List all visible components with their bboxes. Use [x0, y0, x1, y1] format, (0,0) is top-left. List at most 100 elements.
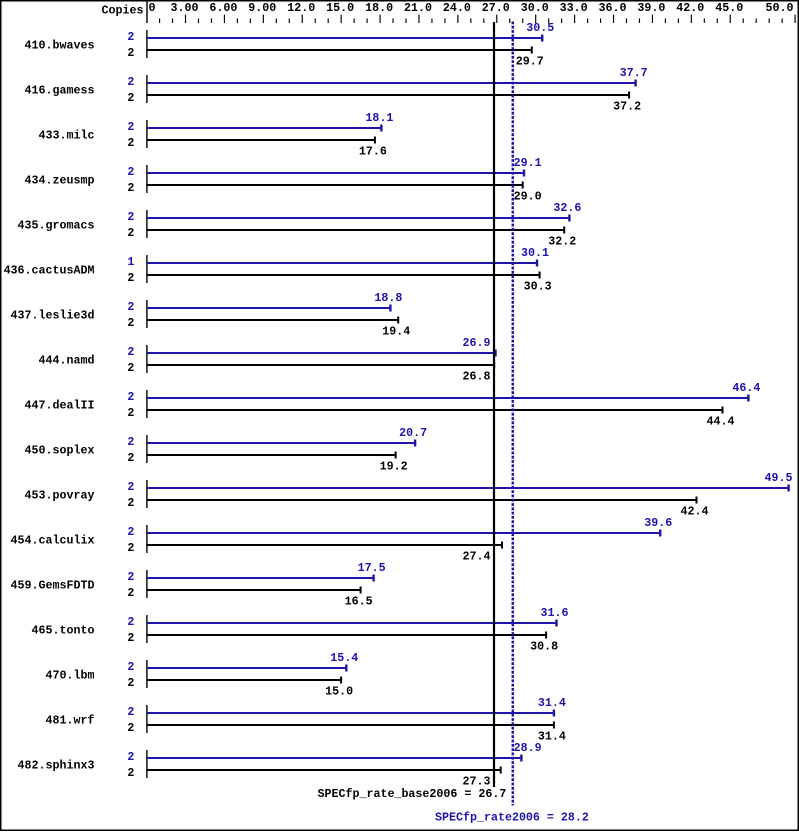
svg-text:32.6: 32.6: [553, 201, 581, 215]
svg-text:2: 2: [127, 406, 134, 420]
svg-text:1: 1: [127, 255, 134, 269]
svg-text:18.0: 18.0: [365, 1, 393, 15]
svg-text:444.namd: 444.namd: [39, 353, 95, 367]
svg-text:416.gamess: 416.gamess: [25, 83, 95, 97]
svg-text:2: 2: [127, 766, 134, 780]
svg-text:481.wrf: 481.wrf: [46, 713, 95, 727]
svg-text:30.1: 30.1: [521, 246, 549, 260]
svg-text:450.soplex: 450.soplex: [25, 443, 95, 457]
svg-text:17.5: 17.5: [358, 561, 386, 575]
svg-text:12.0: 12.0: [287, 1, 315, 15]
svg-text:465.tonto: 465.tonto: [32, 623, 95, 637]
svg-text:31.4: 31.4: [538, 696, 566, 710]
svg-text:2: 2: [127, 676, 134, 690]
svg-text:30.5: 30.5: [526, 21, 554, 35]
svg-text:453.povray: 453.povray: [25, 488, 95, 502]
svg-text:18.8: 18.8: [374, 291, 402, 305]
svg-text:2: 2: [127, 181, 134, 195]
svg-text:9.00: 9.00: [248, 1, 276, 15]
svg-text:39.6: 39.6: [644, 516, 672, 530]
svg-text:45.0: 45.0: [715, 1, 743, 15]
svg-text:482.sphinx3: 482.sphinx3: [18, 758, 95, 772]
svg-text:470.lbm: 470.lbm: [46, 668, 95, 682]
svg-text:30.0: 30.0: [521, 1, 549, 15]
svg-text:2: 2: [127, 435, 134, 449]
svg-text:26.8: 26.8: [463, 370, 491, 384]
svg-text:36.0: 36.0: [599, 1, 627, 15]
svg-text:2: 2: [127, 226, 134, 240]
svg-text:2: 2: [127, 570, 134, 584]
svg-text:2: 2: [127, 210, 134, 224]
svg-text:32.2: 32.2: [548, 235, 576, 249]
svg-text:16.5: 16.5: [345, 595, 373, 609]
svg-text:15.0: 15.0: [326, 1, 354, 15]
svg-text:2: 2: [127, 361, 134, 375]
svg-text:447.dealII: 447.dealII: [25, 398, 95, 412]
svg-text:2: 2: [127, 136, 134, 150]
svg-text:433.milc: 433.milc: [39, 128, 95, 142]
svg-text:2: 2: [127, 541, 134, 555]
svg-text:435.gromacs: 435.gromacs: [18, 218, 95, 232]
svg-text:2: 2: [127, 750, 134, 764]
svg-text:2: 2: [127, 300, 134, 314]
svg-text:3.00: 3.00: [171, 1, 199, 15]
svg-text:2: 2: [127, 271, 134, 285]
svg-text:454.calculix: 454.calculix: [11, 533, 95, 547]
svg-text:42.0: 42.0: [676, 1, 704, 15]
svg-text:Copies: Copies: [102, 4, 144, 18]
svg-text:39.0: 39.0: [637, 1, 665, 15]
svg-text:2: 2: [127, 30, 134, 44]
svg-text:27.4: 27.4: [463, 550, 491, 564]
svg-text:0: 0: [149, 1, 156, 15]
svg-text:SPECfp_rate_base2006 = 26.7: SPECfp_rate_base2006 = 26.7: [318, 787, 507, 801]
svg-text:15.0: 15.0: [325, 685, 353, 699]
svg-text:29.0: 29.0: [514, 190, 542, 204]
svg-text:6.00: 6.00: [209, 1, 237, 15]
svg-text:SPECfp_rate2006 = 28.2: SPECfp_rate2006 = 28.2: [435, 810, 589, 824]
svg-text:2: 2: [127, 46, 134, 60]
svg-text:29.1: 29.1: [514, 156, 542, 170]
svg-text:37.2: 37.2: [613, 100, 641, 114]
svg-text:18.1: 18.1: [365, 111, 393, 125]
svg-text:2: 2: [127, 721, 134, 735]
svg-text:2: 2: [127, 390, 134, 404]
svg-text:26.9: 26.9: [463, 336, 491, 350]
svg-text:2: 2: [127, 496, 134, 510]
svg-text:49.5: 49.5: [765, 471, 793, 485]
svg-text:28.9: 28.9: [514, 741, 542, 755]
svg-text:2: 2: [127, 165, 134, 179]
svg-text:33.0: 33.0: [560, 1, 588, 15]
svg-text:37.7: 37.7: [620, 66, 648, 80]
svg-text:459.GemsFDTD: 459.GemsFDTD: [11, 578, 95, 592]
svg-text:29.7: 29.7: [516, 55, 544, 69]
svg-text:15.4: 15.4: [330, 651, 358, 665]
svg-text:2: 2: [127, 615, 134, 629]
svg-text:2: 2: [127, 525, 134, 539]
svg-text:2: 2: [127, 451, 134, 465]
svg-text:2: 2: [127, 91, 134, 105]
svg-text:2: 2: [127, 705, 134, 719]
svg-text:27.3: 27.3: [463, 775, 491, 789]
svg-text:24.0: 24.0: [443, 1, 471, 15]
svg-text:2: 2: [127, 316, 134, 330]
svg-text:42.4: 42.4: [681, 505, 709, 519]
svg-text:2: 2: [127, 480, 134, 494]
svg-text:50.0: 50.0: [766, 1, 794, 15]
svg-text:44.4: 44.4: [707, 415, 735, 429]
svg-text:30.3: 30.3: [524, 280, 552, 294]
svg-text:2: 2: [127, 631, 134, 645]
svg-text:2: 2: [127, 120, 134, 134]
svg-text:20.7: 20.7: [399, 426, 427, 440]
svg-text:410.bwaves: 410.bwaves: [25, 38, 95, 52]
svg-text:17.6: 17.6: [359, 145, 387, 159]
svg-text:31.6: 31.6: [541, 606, 569, 620]
svg-text:437.leslie3d: 437.leslie3d: [11, 308, 95, 322]
svg-text:31.4: 31.4: [538, 730, 566, 744]
svg-text:2: 2: [127, 660, 134, 674]
svg-text:2: 2: [127, 586, 134, 600]
svg-text:30.8: 30.8: [530, 640, 558, 654]
svg-text:436.cactusADM: 436.cactusADM: [4, 263, 95, 277]
svg-text:19.2: 19.2: [380, 460, 408, 474]
svg-text:2: 2: [127, 75, 134, 89]
svg-text:19.4: 19.4: [382, 325, 410, 339]
